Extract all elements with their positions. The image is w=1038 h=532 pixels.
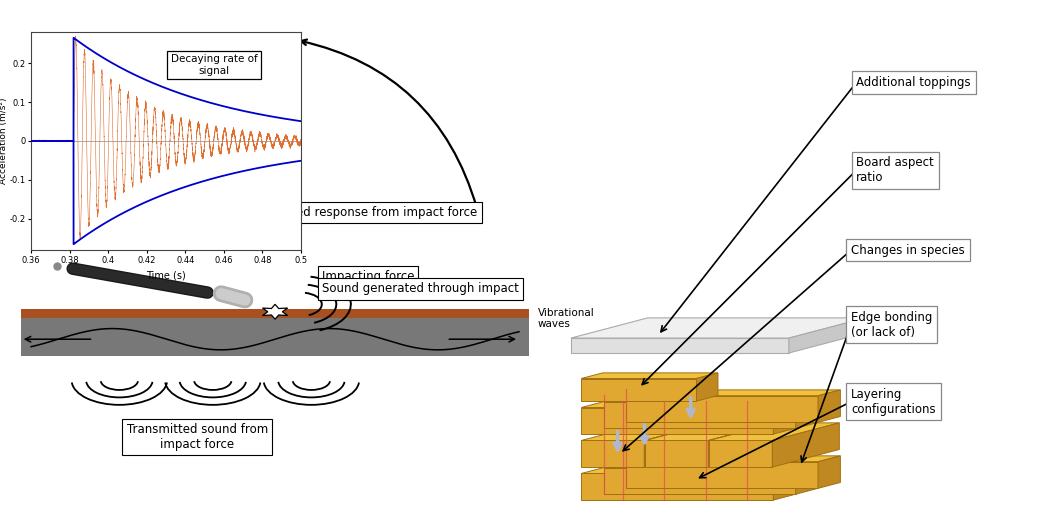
Polygon shape — [581, 423, 711, 440]
Polygon shape — [581, 473, 773, 500]
Text: Decaying rate of
signal: Decaying rate of signal — [171, 54, 257, 76]
Polygon shape — [626, 396, 818, 422]
Bar — [21, 309, 529, 318]
Text: Impacting force: Impacting force — [322, 270, 414, 283]
X-axis label: Time (s): Time (s) — [146, 270, 186, 280]
Polygon shape — [581, 468, 796, 473]
Polygon shape — [696, 373, 718, 401]
Text: Sound generated through impact: Sound generated through impact — [322, 282, 519, 295]
Polygon shape — [604, 468, 796, 494]
Text: Layering
configurations: Layering configurations — [851, 388, 936, 415]
Polygon shape — [818, 390, 841, 422]
Polygon shape — [646, 440, 708, 467]
Y-axis label: Acceleration (m/s²): Acceleration (m/s²) — [0, 98, 8, 184]
Bar — [21, 318, 529, 356]
Text: Vibrational
waves: Vibrational waves — [538, 308, 595, 329]
Text: Edge bonding
(or lack of): Edge bonding (or lack of) — [851, 311, 932, 338]
Polygon shape — [796, 396, 818, 428]
Polygon shape — [818, 456, 841, 488]
Polygon shape — [773, 402, 796, 434]
Polygon shape — [645, 423, 711, 467]
Polygon shape — [772, 423, 840, 467]
Polygon shape — [604, 462, 818, 468]
Polygon shape — [796, 462, 818, 494]
Polygon shape — [709, 423, 840, 440]
Polygon shape — [581, 440, 645, 467]
Polygon shape — [626, 462, 818, 488]
Polygon shape — [263, 304, 288, 319]
Text: Transmitted sound from
impact force: Transmitted sound from impact force — [127, 423, 268, 451]
Polygon shape — [571, 338, 789, 353]
Polygon shape — [626, 456, 841, 462]
Polygon shape — [604, 402, 796, 428]
Polygon shape — [581, 379, 696, 401]
Text: Additional toppings: Additional toppings — [856, 76, 971, 89]
Polygon shape — [626, 390, 841, 396]
Polygon shape — [604, 396, 818, 402]
Text: Measured response from impact force: Measured response from impact force — [253, 206, 477, 219]
Polygon shape — [709, 440, 772, 467]
Polygon shape — [581, 373, 718, 379]
Polygon shape — [581, 408, 773, 434]
Polygon shape — [773, 468, 796, 500]
Polygon shape — [708, 423, 775, 467]
Polygon shape — [789, 318, 866, 353]
Polygon shape — [646, 423, 775, 440]
Polygon shape — [581, 402, 796, 408]
Text: Changes in species: Changes in species — [851, 244, 965, 256]
Text: Board aspect
ratio: Board aspect ratio — [856, 156, 934, 184]
Polygon shape — [571, 318, 866, 338]
